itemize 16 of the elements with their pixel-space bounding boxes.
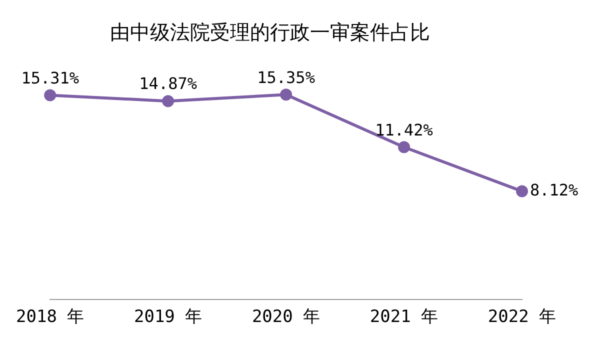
point xyxy=(398,141,410,154)
x-tick-label: 2020 年 xyxy=(252,307,320,328)
point xyxy=(162,95,174,108)
x-tick-label: 2019 年 xyxy=(134,307,202,328)
x-tick-label: 2018 年 xyxy=(16,307,84,328)
data-label: 11.42% xyxy=(375,120,434,140)
data-label: 14.87% xyxy=(139,74,198,94)
x-tick-label: 2021 年 xyxy=(370,307,438,328)
x-tick-label: 2022 年 xyxy=(488,307,556,328)
point xyxy=(516,185,528,198)
data-label: 15.35% xyxy=(257,68,316,87)
point xyxy=(280,88,292,101)
chart-title: 由中级法院受理的行政一审案件占比 xyxy=(110,20,430,44)
data-label: 8.12% xyxy=(530,180,579,200)
data-label: 15.31% xyxy=(21,68,80,88)
point xyxy=(44,89,56,102)
